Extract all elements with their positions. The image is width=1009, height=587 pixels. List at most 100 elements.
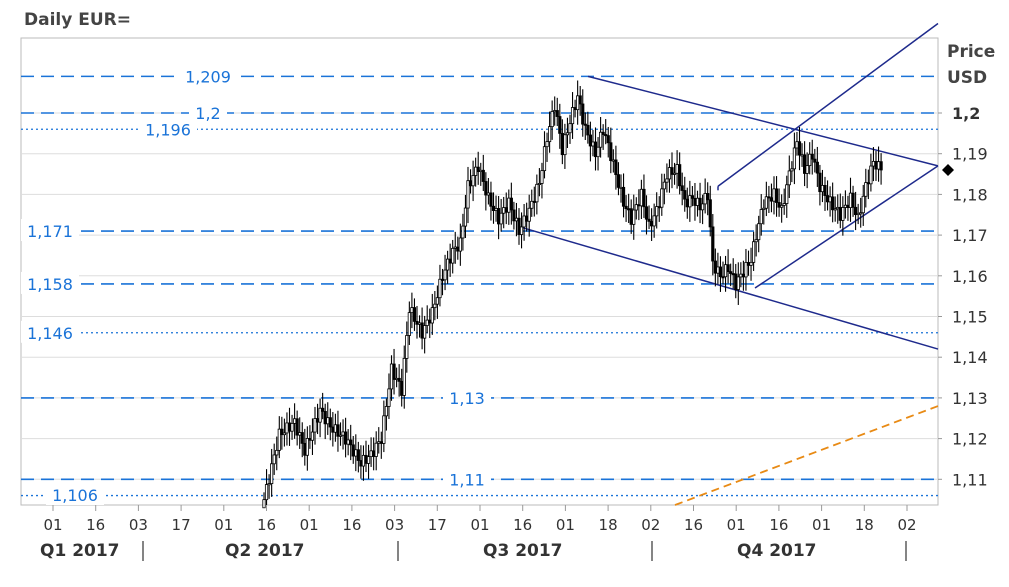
y-tick-label: 1,16 (952, 267, 988, 286)
y-tick-label: 1,15 (952, 308, 988, 327)
candle (555, 97, 559, 127)
candle (655, 192, 659, 229)
candle (757, 215, 761, 253)
y-tick-label: 1,11 (952, 470, 988, 489)
candle (810, 139, 814, 175)
candle (519, 212, 524, 249)
y-axis: 1,11 1,12 1,13 1,14 1,15 1,16 1,17 1,18 1,19 1,2 (938, 104, 988, 489)
candle (859, 197, 863, 228)
candle (568, 114, 572, 144)
x-tick-label: 16 (684, 516, 703, 534)
candle (601, 124, 605, 150)
quarter-label: Q4 2017 (737, 541, 817, 561)
trend-line (717, 22, 939, 187)
candle (604, 119, 608, 145)
candle (484, 172, 488, 211)
x-tick-label: 16 (342, 516, 361, 534)
x-tick-label: 17 (428, 516, 447, 534)
level-label-bg (21, 320, 79, 343)
y-tick-label: 1,13 (952, 389, 988, 408)
candle (262, 492, 266, 509)
candle (683, 176, 687, 212)
candle (672, 162, 677, 185)
level-label-bg (179, 64, 237, 87)
level-label-bg (443, 467, 491, 490)
candle (833, 196, 837, 222)
candle (621, 173, 626, 218)
candle (586, 111, 590, 144)
x-tick-label: 01 (556, 516, 575, 534)
candle (458, 223, 462, 266)
x-axis: 01 16 03 17 01 16 01 16 03 17 01 16 01 18 02 16 01 16 01 18… (40, 505, 917, 561)
candle (313, 406, 317, 445)
candle (726, 249, 730, 284)
candle (614, 145, 618, 190)
candle (540, 162, 544, 199)
candle (305, 426, 309, 471)
candle (435, 285, 440, 319)
candle (647, 205, 651, 230)
candle (295, 410, 299, 446)
quarter-label: Q2 2017 (225, 541, 305, 561)
candle (290, 414, 294, 440)
x-tick-label: 16 (513, 516, 532, 534)
x-tick-label: 03 (129, 516, 148, 534)
candle (336, 410, 340, 452)
candle (688, 180, 692, 222)
candle (680, 172, 684, 206)
candle (366, 444, 371, 479)
candle (744, 248, 748, 291)
candle (512, 201, 516, 230)
candle (861, 184, 865, 226)
y-tick-label: 1,2 (952, 104, 980, 123)
candle (665, 163, 669, 193)
candle (374, 431, 378, 471)
candle (879, 153, 883, 185)
candle (423, 315, 427, 354)
candle (535, 174, 539, 215)
level-label-bg (21, 219, 79, 242)
candle (509, 182, 513, 225)
candle (489, 181, 493, 221)
level-label: 1,196 (145, 120, 191, 139)
candle (542, 131, 547, 179)
candle (451, 239, 455, 274)
candle (397, 364, 401, 397)
candle (382, 400, 386, 453)
candle (749, 247, 753, 281)
candle (550, 100, 554, 140)
candle (797, 126, 802, 171)
candle (609, 127, 613, 174)
x-tick-label: 16 (257, 516, 276, 534)
candle (790, 161, 794, 183)
candle (412, 298, 417, 331)
candle (706, 182, 710, 216)
candle (430, 293, 434, 335)
candle (461, 213, 465, 251)
candle (499, 198, 503, 232)
x-tick-label: 02 (641, 516, 660, 534)
candle (356, 441, 360, 473)
candle (583, 112, 587, 140)
x-tick-label: 01 (727, 516, 746, 534)
candle (530, 189, 534, 217)
candle (642, 174, 646, 218)
level-label-bg (139, 117, 197, 140)
level-label: 1,11 (449, 470, 485, 489)
x-tick-label: 01 (300, 516, 319, 534)
candle (443, 254, 447, 291)
candle (438, 264, 442, 307)
candle (563, 123, 567, 169)
candle (678, 152, 682, 195)
candle (864, 168, 868, 208)
x-tick-label: 03 (385, 516, 404, 534)
candle (606, 126, 610, 158)
candle (280, 416, 284, 450)
candle (777, 188, 781, 217)
candle (754, 224, 758, 257)
candle (759, 194, 763, 236)
candle (565, 117, 570, 148)
candle (445, 250, 450, 284)
level-label: 1,171 (27, 222, 73, 241)
